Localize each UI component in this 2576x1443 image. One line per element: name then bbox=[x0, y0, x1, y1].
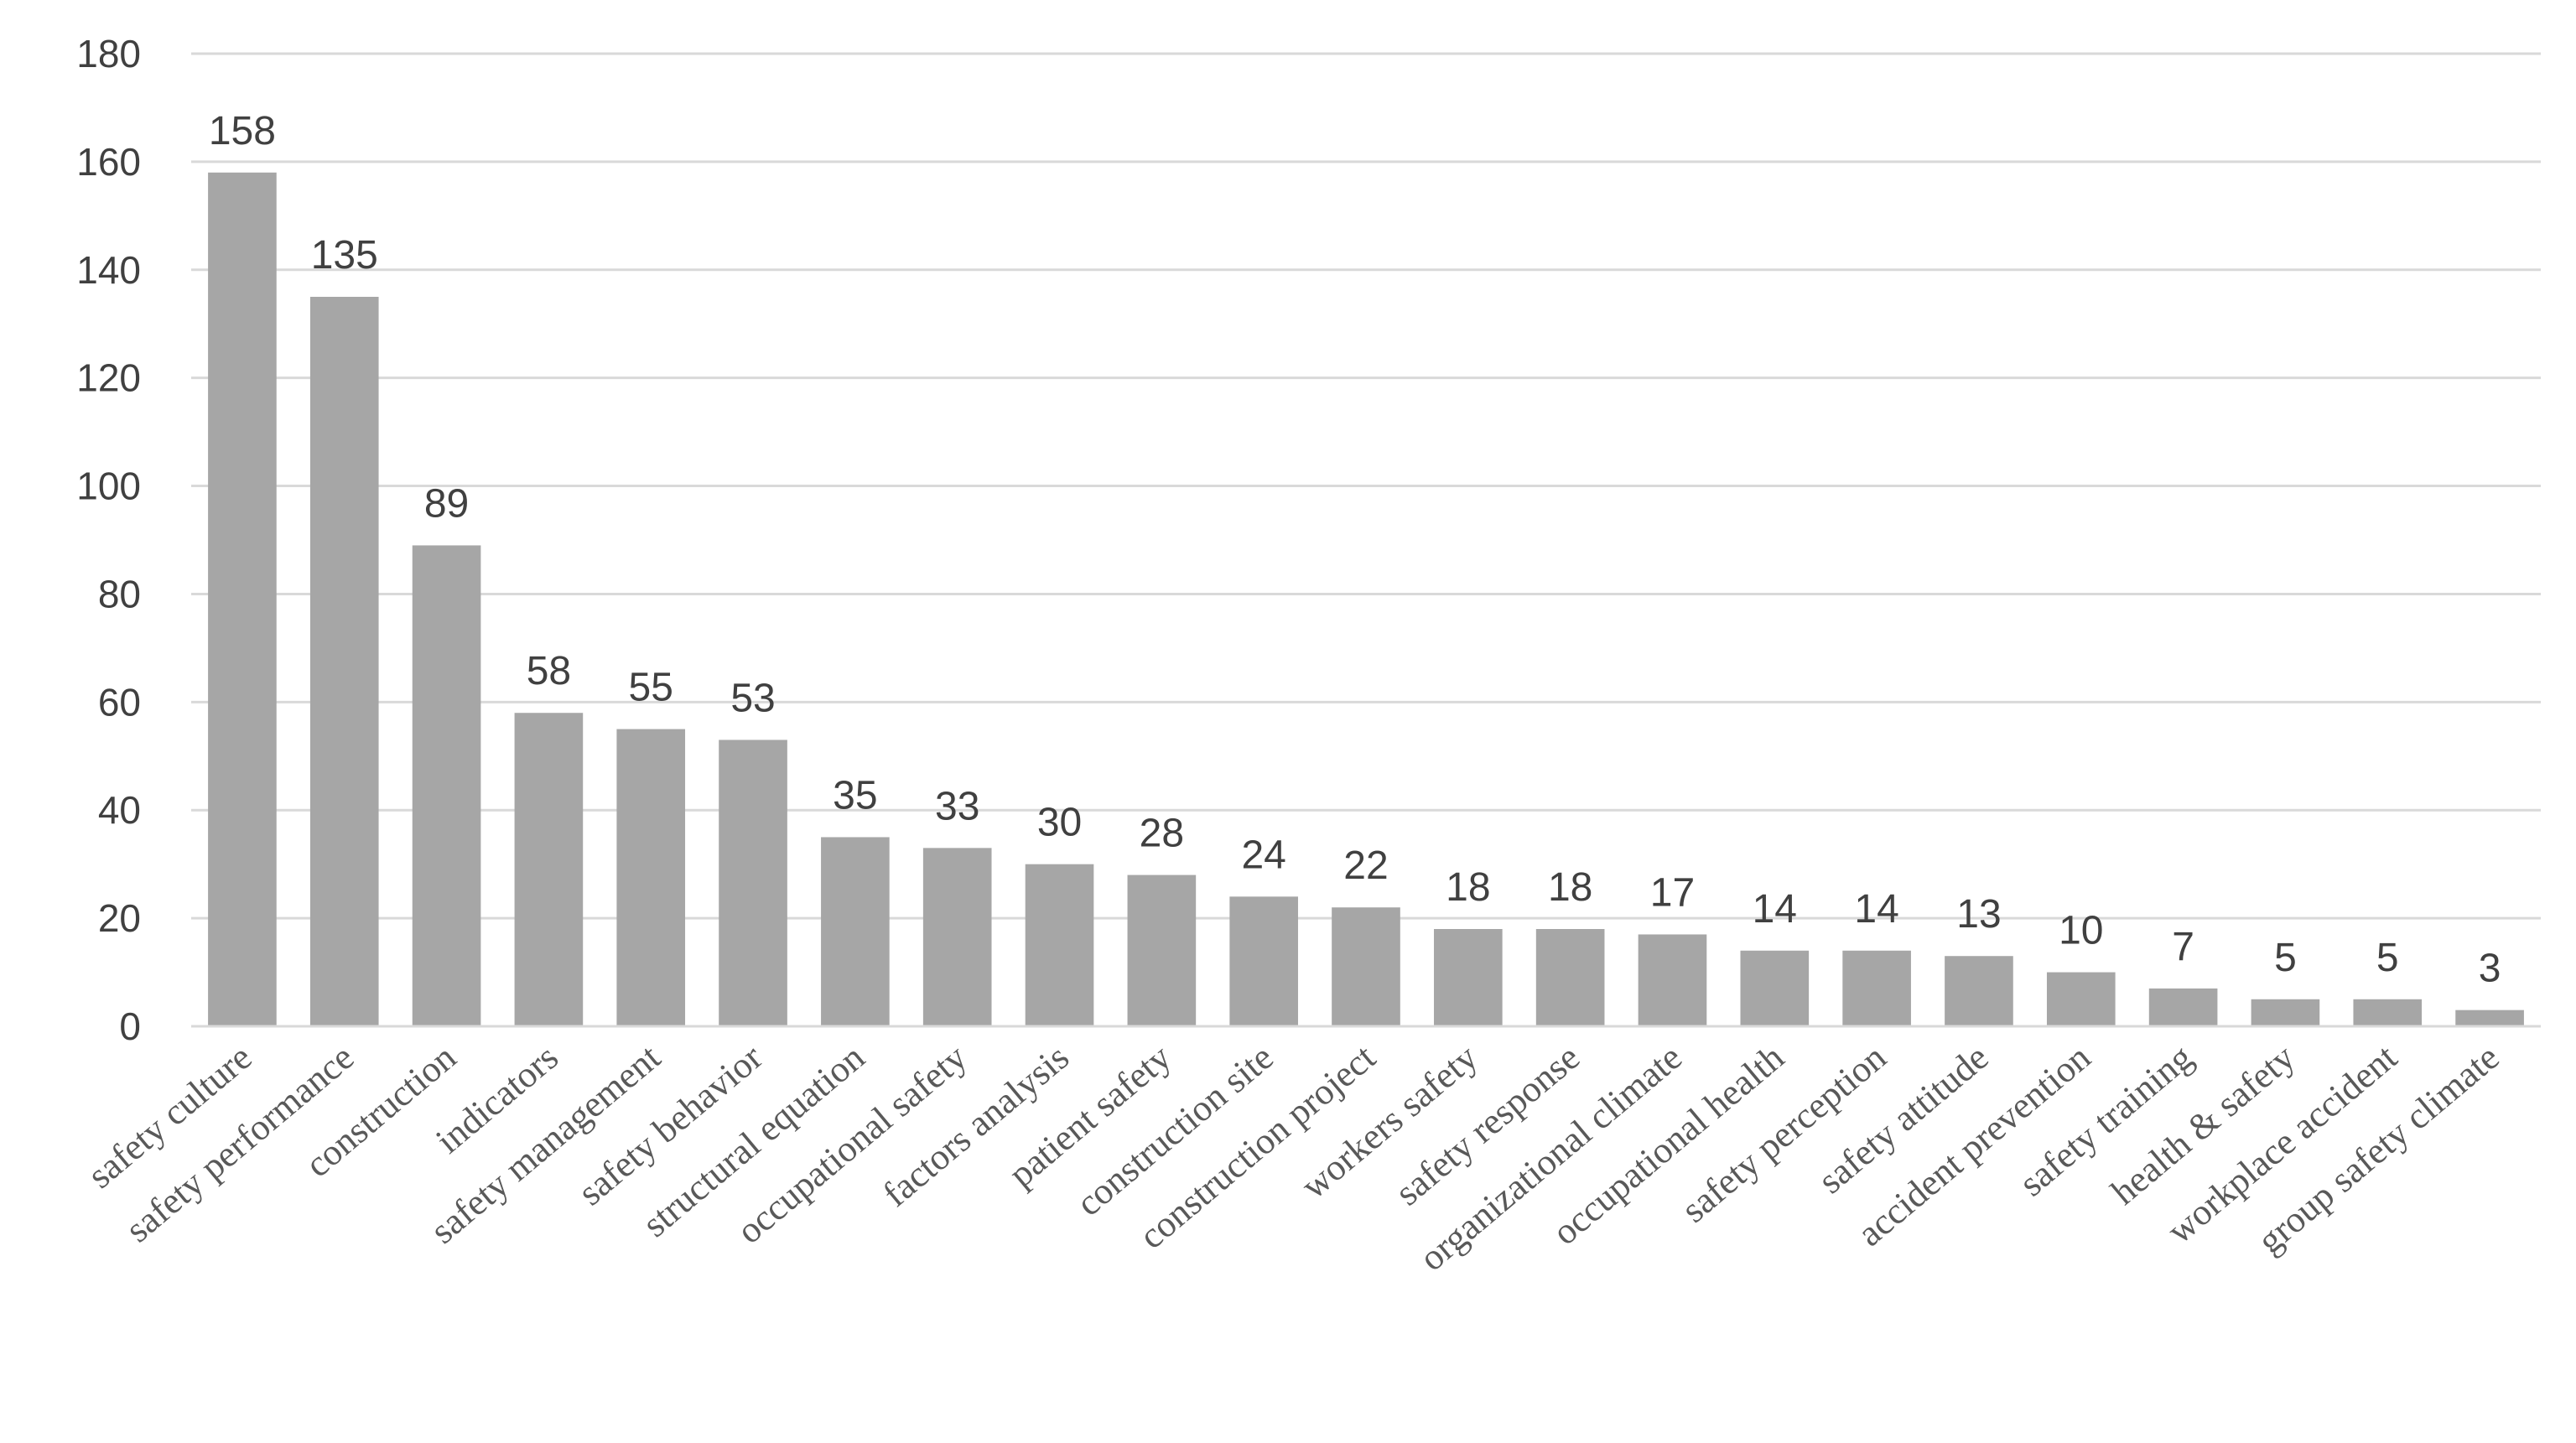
y-tick-label: 180 bbox=[76, 32, 141, 75]
y-tick-label: 0 bbox=[119, 1004, 141, 1048]
data-label: 24 bbox=[1241, 833, 1285, 877]
data-label: 3 bbox=[2479, 947, 2501, 991]
data-label: 53 bbox=[730, 676, 775, 720]
bar bbox=[1127, 875, 1197, 1026]
data-label: 135 bbox=[311, 233, 378, 278]
data-label: 22 bbox=[1343, 843, 1388, 888]
bar bbox=[2353, 999, 2423, 1026]
bar bbox=[1945, 956, 2013, 1026]
data-label: 158 bbox=[209, 109, 276, 153]
data-label: 5 bbox=[2376, 936, 2399, 980]
y-tick-label: 160 bbox=[76, 140, 141, 184]
y-tick-label: 40 bbox=[98, 788, 141, 832]
data-label: 89 bbox=[424, 481, 469, 526]
bar bbox=[1740, 950, 1810, 1026]
y-tick-label: 60 bbox=[98, 680, 141, 724]
data-label: 30 bbox=[1037, 801, 1082, 845]
y-tick-label: 80 bbox=[98, 572, 141, 615]
data-label: 7 bbox=[2172, 925, 2194, 969]
data-label: 33 bbox=[935, 784, 979, 828]
bar bbox=[1025, 864, 1094, 1026]
data-label: 17 bbox=[1650, 870, 1695, 915]
bar bbox=[2046, 972, 2116, 1026]
bar bbox=[922, 848, 992, 1026]
bar bbox=[1638, 934, 1707, 1026]
bar bbox=[412, 545, 481, 1026]
bar bbox=[719, 740, 787, 1026]
y-tick-label: 100 bbox=[76, 465, 141, 508]
data-label: 5 bbox=[2274, 936, 2297, 980]
y-tick-label: 140 bbox=[76, 248, 141, 292]
data-label: 13 bbox=[1956, 892, 2001, 937]
data-label: 18 bbox=[1446, 865, 1490, 910]
bar bbox=[1535, 929, 1605, 1026]
data-label: 55 bbox=[629, 666, 673, 710]
bar bbox=[2148, 988, 2218, 1026]
bar bbox=[1229, 896, 1298, 1026]
y-tick-label: 120 bbox=[76, 356, 141, 400]
bar bbox=[208, 172, 277, 1026]
bar bbox=[514, 713, 584, 1026]
y-axis-tick-labels: 0 20 40 60 80 100 120 140 160 180 bbox=[76, 32, 141, 1048]
data-label: 14 bbox=[1753, 887, 1797, 932]
bar bbox=[616, 729, 686, 1026]
bar bbox=[309, 297, 379, 1026]
bar bbox=[821, 837, 890, 1026]
y-tick-label: 20 bbox=[98, 896, 141, 940]
data-label: 14 bbox=[1854, 887, 1898, 932]
bar bbox=[1842, 950, 1911, 1026]
bar bbox=[1332, 907, 1400, 1026]
data-label: 18 bbox=[1548, 865, 1592, 910]
bar bbox=[2455, 1010, 2524, 1026]
data-label: 10 bbox=[2059, 909, 2103, 953]
bars bbox=[208, 172, 2524, 1026]
bar bbox=[2251, 999, 2320, 1026]
data-label: 58 bbox=[527, 649, 571, 693]
bar bbox=[1434, 929, 1503, 1026]
data-label: 28 bbox=[1140, 812, 1184, 856]
data-label: 35 bbox=[833, 773, 877, 818]
